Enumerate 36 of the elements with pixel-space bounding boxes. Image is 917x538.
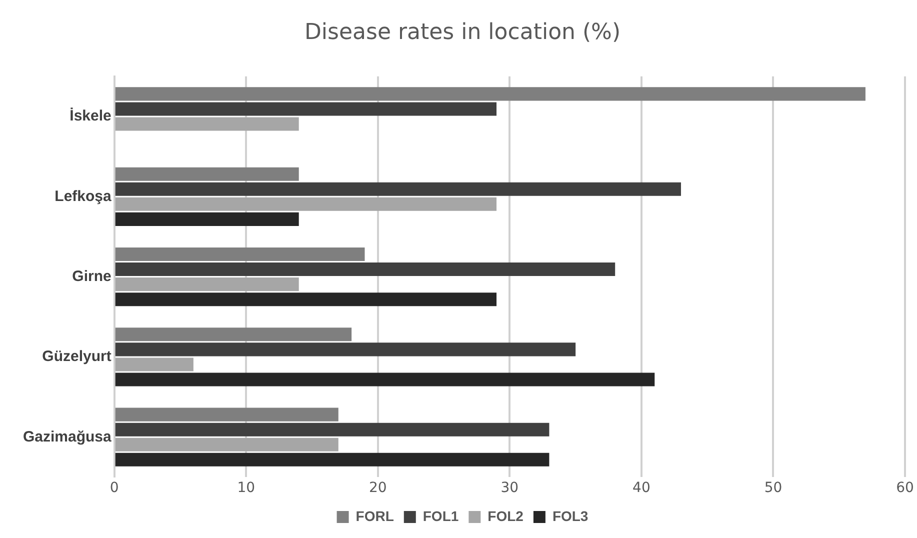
bar bbox=[115, 422, 550, 436]
x-tick-label: 50 bbox=[764, 480, 782, 496]
bar bbox=[115, 167, 299, 181]
bar bbox=[115, 212, 299, 226]
y-tick-label: Girne bbox=[72, 268, 112, 285]
bar bbox=[115, 328, 352, 342]
bar bbox=[115, 102, 497, 116]
bar bbox=[115, 117, 299, 131]
x-tick-label: 30 bbox=[500, 480, 519, 496]
bar bbox=[115, 278, 299, 292]
chart-title: Disease rates in location (%) bbox=[304, 20, 621, 45]
y-tick-label: Güzelyurt bbox=[42, 348, 112, 366]
bar bbox=[115, 247, 365, 262]
legend-label: FORL bbox=[356, 508, 394, 524]
bar bbox=[115, 262, 616, 276]
y-tick-label: İskele bbox=[70, 108, 112, 125]
bar bbox=[115, 452, 550, 466]
legend-label: FOL3 bbox=[552, 508, 588, 524]
x-tick-label: 0 bbox=[110, 480, 119, 496]
bar bbox=[115, 372, 655, 386]
bar bbox=[115, 87, 866, 101]
bar bbox=[115, 292, 497, 306]
bar bbox=[115, 408, 338, 422]
bar bbox=[115, 182, 681, 196]
legend-label: FOL1 bbox=[422, 508, 459, 524]
bar bbox=[115, 342, 576, 356]
bar bbox=[115, 438, 338, 452]
legend-label: FOL2 bbox=[488, 508, 524, 524]
y-tick-label: Lefkoşa bbox=[54, 188, 112, 205]
bar bbox=[115, 197, 497, 211]
x-tick-label: 10 bbox=[237, 480, 256, 496]
x-tick-label: 20 bbox=[368, 480, 387, 496]
x-tick-label: 40 bbox=[632, 480, 650, 496]
x-tick-label: 60 bbox=[896, 480, 914, 496]
bar bbox=[115, 358, 194, 372]
y-tick-label: Gazimağusa bbox=[22, 428, 112, 446]
